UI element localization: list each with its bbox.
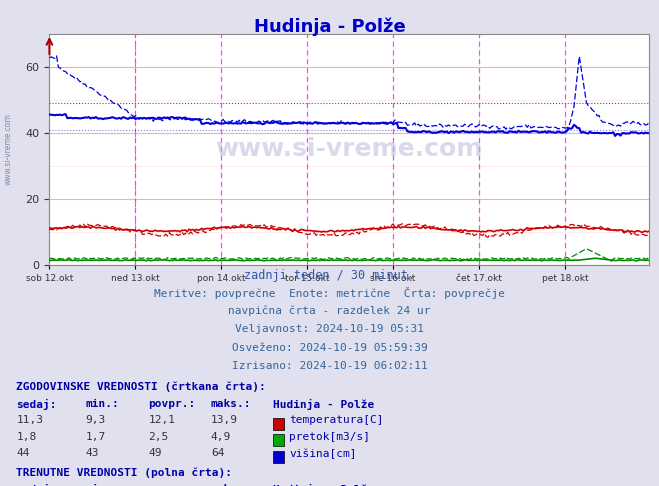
Text: 2,5: 2,5 (148, 432, 169, 442)
Text: povpr.:: povpr.: (148, 484, 196, 486)
Text: sedaj:: sedaj: (16, 484, 57, 486)
Text: zadnji teden / 30 minut.: zadnji teden / 30 minut. (244, 269, 415, 282)
Text: Izrisano: 2024-10-19 06:02:11: Izrisano: 2024-10-19 06:02:11 (231, 361, 428, 371)
Text: min.:: min.: (86, 399, 119, 409)
Text: višina[cm]: višina[cm] (289, 449, 357, 459)
Text: povpr.:: povpr.: (148, 399, 196, 409)
Text: 12,1: 12,1 (148, 415, 175, 425)
Text: temperatura[C]: temperatura[C] (289, 415, 384, 425)
Text: www.si-vreme.com: www.si-vreme.com (3, 114, 13, 185)
Text: 49: 49 (148, 449, 161, 458)
Text: Hudinja - Polže: Hudinja - Polže (273, 399, 375, 410)
Text: maks.:: maks.: (211, 399, 251, 409)
Text: Osveženo: 2024-10-19 05:59:39: Osveženo: 2024-10-19 05:59:39 (231, 343, 428, 353)
Text: Hudinja - Polže: Hudinja - Polže (273, 484, 375, 486)
Text: 13,9: 13,9 (211, 415, 238, 425)
Text: maks.:: maks.: (211, 484, 251, 486)
Text: 43: 43 (86, 449, 99, 458)
Text: ZGODOVINSKE VREDNOSTI (črtkana črta):: ZGODOVINSKE VREDNOSTI (črtkana črta): (16, 382, 266, 393)
Text: navpična črta - razdelek 24 ur: navpična črta - razdelek 24 ur (228, 306, 431, 316)
Text: 44: 44 (16, 449, 30, 458)
Text: www.si-vreme.com: www.si-vreme.com (215, 138, 483, 161)
Text: Veljavnost: 2024-10-19 05:31: Veljavnost: 2024-10-19 05:31 (235, 324, 424, 334)
Text: sedaj:: sedaj: (16, 399, 57, 410)
Text: Hudinja - Polže: Hudinja - Polže (254, 17, 405, 35)
Text: 4,9: 4,9 (211, 432, 231, 442)
Text: Meritve: povprečne  Enote: metrične  Črta: povprečje: Meritve: povprečne Enote: metrične Črta:… (154, 287, 505, 299)
Text: pretok[m3/s]: pretok[m3/s] (289, 432, 370, 442)
Text: TRENUTNE VREDNOSTI (polna črta):: TRENUTNE VREDNOSTI (polna črta): (16, 468, 233, 478)
Text: 1,8: 1,8 (16, 432, 37, 442)
Text: 64: 64 (211, 449, 224, 458)
Text: min.:: min.: (86, 484, 119, 486)
Text: 1,7: 1,7 (86, 432, 106, 442)
Text: 9,3: 9,3 (86, 415, 106, 425)
Text: 11,3: 11,3 (16, 415, 43, 425)
